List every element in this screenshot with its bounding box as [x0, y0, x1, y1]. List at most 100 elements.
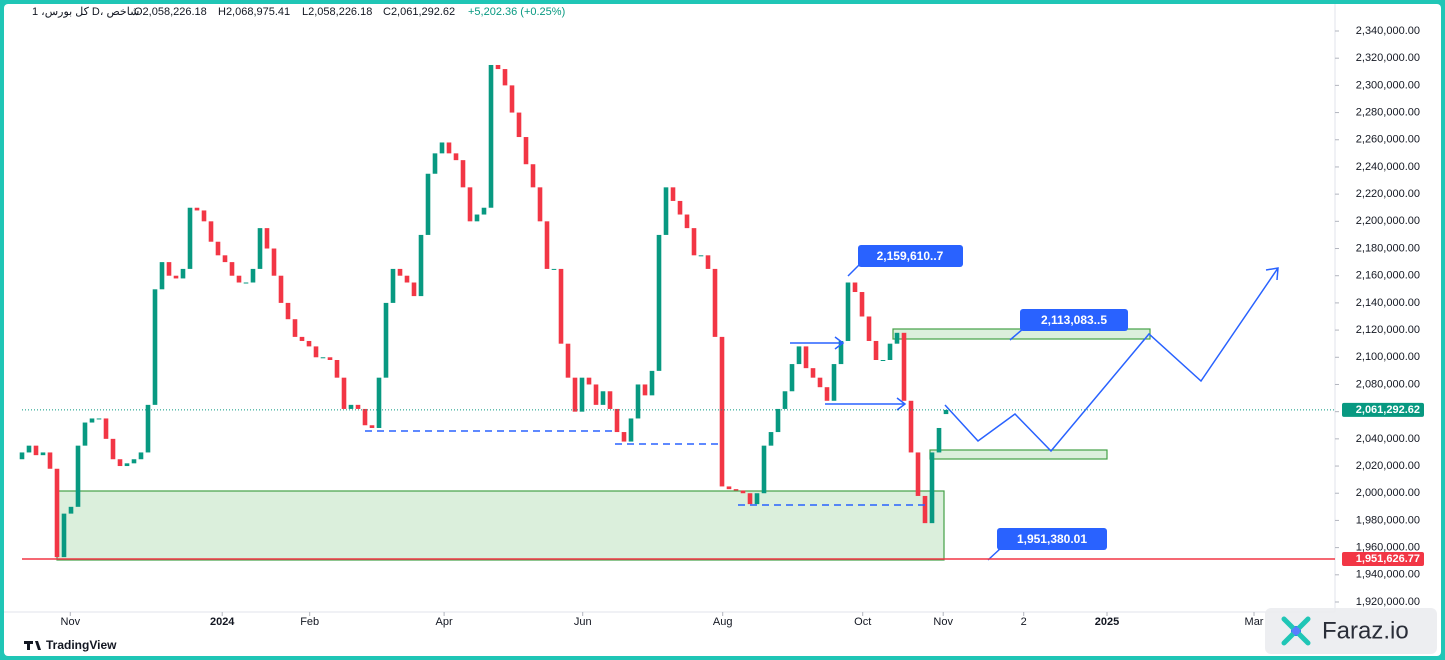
candle-body [68, 506, 74, 514]
candle-body [334, 360, 340, 378]
projection-path [944, 267, 1279, 453]
y-tick-label: 2,240,000.00 [1356, 161, 1420, 173]
candle-body [467, 187, 473, 222]
candle-body [194, 207, 200, 211]
y-tick-label: 2,080,000.00 [1356, 378, 1420, 390]
candle-body [502, 69, 508, 86]
x-tick-label: Mar [1245, 616, 1264, 628]
legend-change: +5,202.36 (+0.25%) [468, 6, 565, 18]
y-tick-label: 2,300,000.00 [1356, 79, 1420, 91]
candle-body [411, 282, 417, 297]
y-tick-label: 2,160,000.00 [1356, 270, 1420, 282]
candle-body [530, 164, 536, 188]
candle-body [362, 408, 368, 426]
candle-body [180, 268, 186, 279]
y-tick-label: 2,140,000.00 [1356, 297, 1420, 309]
candle-body [390, 268, 396, 303]
candle-body [264, 228, 270, 249]
candle-body [586, 377, 592, 385]
candle-body [474, 214, 480, 222]
candle-body [600, 391, 606, 405]
candle-body [124, 463, 130, 467]
candle-body [754, 493, 760, 505]
candle-body [831, 364, 837, 401]
candle-body [40, 452, 46, 456]
candle-body [789, 364, 795, 392]
legend-high: H2,068,975.41 [218, 6, 290, 18]
y-tick-label: 1,940,000.00 [1356, 569, 1420, 581]
x-tick-label: Oct [854, 616, 871, 628]
candle-body [271, 248, 277, 276]
candle-body [243, 282, 249, 284]
candle-body [292, 319, 298, 337]
candle-body [383, 302, 389, 378]
price-badge [1342, 402, 1424, 417]
candle-body [397, 268, 403, 276]
candle-body [26, 445, 32, 453]
candle-body [103, 418, 109, 439]
candle-body [19, 452, 25, 460]
candle-body [54, 468, 60, 558]
candle-body [761, 445, 767, 494]
y-tick-label: 2,040,000.00 [1356, 433, 1420, 445]
candle-body [558, 268, 564, 344]
candle-body [348, 404, 354, 409]
candle-body [145, 404, 151, 453]
candle-body [859, 292, 865, 317]
candle-body [936, 427, 942, 453]
candle-body [187, 207, 193, 269]
candle-body [929, 452, 935, 524]
candle-body [173, 275, 179, 279]
legend-low: L2,058,226.18 [302, 6, 372, 18]
watermark-icon [1281, 616, 1311, 646]
x-tick-label: 2 [1021, 616, 1027, 628]
candle-body [698, 255, 704, 257]
candle-body [61, 513, 67, 558]
chart-background [4, 4, 1441, 656]
callout-text: 2,113,083..5 [1041, 313, 1107, 327]
price-badge-label: 1,951,626.77 [1356, 553, 1420, 565]
candle-body [726, 486, 732, 490]
candle-body [943, 409, 949, 415]
candle-body [152, 289, 158, 405]
candle-body [285, 302, 291, 320]
candle-body [551, 268, 557, 270]
candle-body [908, 400, 914, 453]
candle-body [894, 332, 900, 344]
y-tick-label: 1,980,000.00 [1356, 514, 1420, 526]
candle-body [565, 343, 571, 378]
candle-body [82, 422, 88, 446]
candle-body [33, 445, 39, 456]
candle-body [201, 210, 207, 222]
candle-body [649, 370, 655, 396]
candle-body [278, 275, 284, 303]
candle-body [922, 495, 928, 524]
candle-body [306, 340, 312, 347]
candle-body [215, 241, 221, 256]
candle-body [684, 214, 690, 229]
y-tick-label: 2,100,000.00 [1356, 351, 1420, 363]
candle-body [320, 357, 326, 359]
candle-body [712, 268, 718, 337]
y-tick-label: 2,260,000.00 [1356, 134, 1420, 146]
candle-body [355, 404, 361, 409]
candle-body [852, 282, 858, 293]
candle-body [460, 160, 466, 188]
legend-symbol: 1 ،کل بورس D، شاخص [32, 6, 139, 18]
candle-body [810, 368, 816, 378]
candle-body [488, 64, 494, 208]
candle-body [579, 377, 585, 412]
candle-body [425, 173, 431, 235]
candles [19, 64, 949, 558]
candle-body [642, 384, 648, 396]
y-tick-label: 2,120,000.00 [1356, 324, 1420, 336]
callout-text: 1,951,380.01 [1017, 532, 1087, 546]
y-tick-label: 1,920,000.00 [1356, 596, 1420, 608]
candle-body [817, 377, 823, 388]
x-tick-label: Apr [436, 616, 453, 628]
arrow [790, 336, 845, 350]
candle-body [222, 255, 228, 263]
candle-body [663, 187, 669, 235]
candle-body [446, 142, 452, 154]
